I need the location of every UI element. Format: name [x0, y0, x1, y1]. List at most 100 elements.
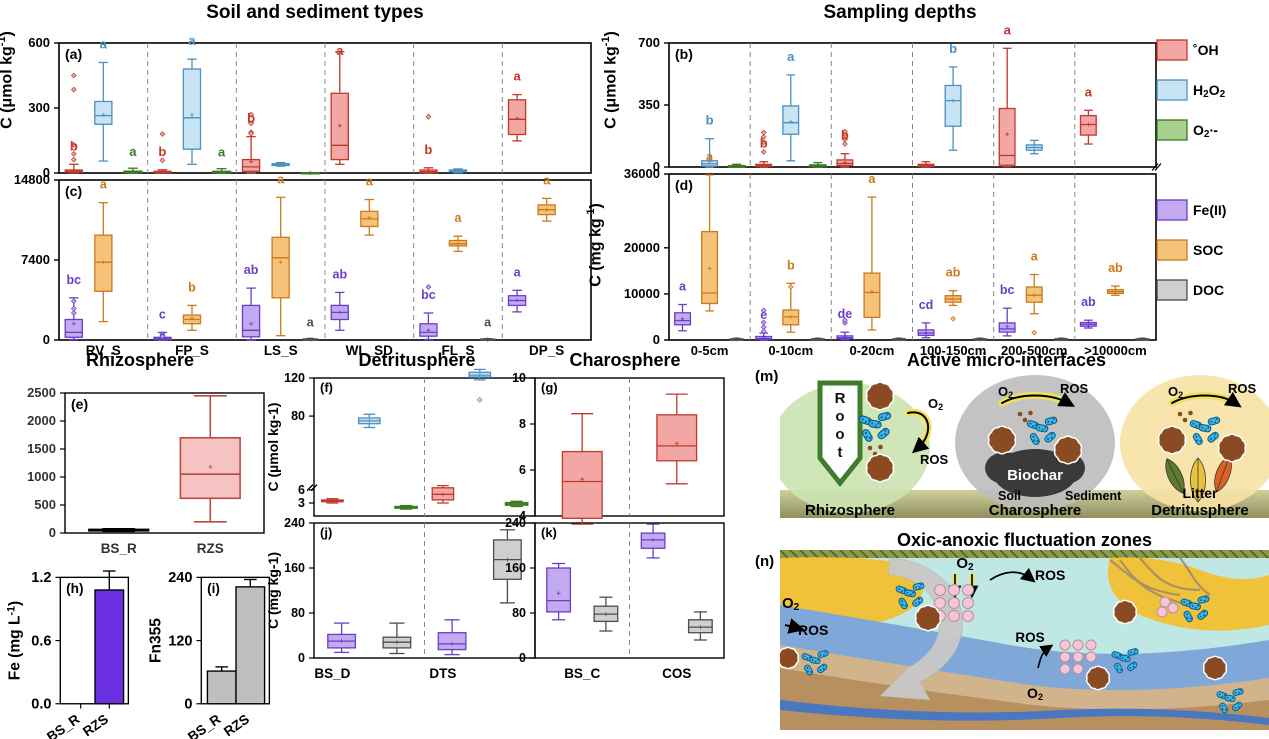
svg-text:Fn355: Fn355 [147, 618, 164, 663]
svg-text:80: 80 [512, 606, 526, 620]
svg-text:cd: cd [919, 298, 934, 312]
svg-text:0: 0 [49, 525, 56, 540]
svg-text:ROS: ROS [920, 452, 949, 467]
svg-text:a: a [1031, 250, 1039, 264]
svg-text:ab: ab [1108, 261, 1123, 275]
svg-text:6: 6 [519, 463, 526, 477]
svg-text:b: b [70, 138, 78, 153]
svg-text:(i): (i) [207, 581, 220, 596]
svg-text:(b): (b) [675, 46, 693, 62]
svg-text:BS_C: BS_C [564, 666, 600, 681]
svg-text:BS_R: BS_R [185, 711, 223, 739]
svg-text:Fe(II): Fe(II) [1193, 202, 1226, 218]
svg-text:0: 0 [519, 651, 526, 665]
svg-text:500: 500 [34, 497, 56, 512]
svg-text:ab: ab [1081, 295, 1096, 309]
svg-text:a: a [100, 37, 108, 52]
svg-text:6: 6 [298, 483, 305, 497]
svg-text:a: a [218, 145, 226, 160]
svg-text:b: b [706, 113, 714, 128]
svg-text:0: 0 [43, 332, 50, 347]
svg-text:(e): (e) [71, 396, 88, 412]
svg-text:SOC: SOC [1193, 242, 1223, 258]
svg-text:300: 300 [28, 100, 50, 115]
svg-text:ROS: ROS [798, 622, 828, 638]
svg-text:R: R [835, 390, 846, 407]
svg-text:a: a [706, 150, 714, 164]
svg-text:a: a [484, 316, 492, 330]
svg-text:Biochar: Biochar [1007, 467, 1063, 484]
svg-text:ROS: ROS [1228, 381, 1257, 396]
svg-text:Rhizosphere: Rhizosphere [805, 502, 895, 518]
svg-text:b: b [158, 144, 166, 159]
svg-text:1.2: 1.2 [31, 570, 51, 586]
svg-text:b: b [760, 136, 768, 151]
svg-text:a: a [1004, 22, 1012, 37]
svg-text:de: de [838, 307, 853, 321]
svg-text:0: 0 [184, 697, 192, 713]
svg-text:(k): (k) [541, 525, 557, 540]
svg-text:36000: 36000 [624, 166, 660, 181]
svg-text:COS: COS [662, 666, 691, 681]
svg-text:b: b [841, 128, 849, 143]
svg-text:160: 160 [505, 561, 526, 575]
svg-text:a: a [787, 49, 795, 64]
svg-text:ROS: ROS [1035, 567, 1065, 583]
svg-text:Sediment: Sediment [1065, 489, 1122, 503]
svg-text:Detritusphere: Detritusphere [1151, 502, 1249, 518]
svg-text:˚OH: ˚OH [1193, 42, 1219, 58]
svg-text:14800: 14800 [14, 172, 50, 187]
svg-text:BS_R: BS_R [44, 711, 82, 739]
svg-text:a: a [336, 43, 344, 58]
svg-text:80: 80 [291, 606, 305, 620]
svg-text:C (µmol kg-1): C (µmol kg-1) [265, 403, 281, 492]
svg-text:a: a [366, 175, 374, 189]
svg-text:a: a [100, 178, 108, 192]
svg-text:0: 0 [653, 332, 660, 347]
svg-text:1500: 1500 [27, 441, 56, 456]
svg-text:a: a [1085, 84, 1093, 99]
svg-text:a: a [514, 265, 522, 279]
svg-text:b: b [949, 41, 957, 56]
svg-text:a: a [277, 172, 285, 186]
svg-text:(h): (h) [66, 581, 83, 596]
svg-text:Litter: Litter [1183, 485, 1219, 501]
svg-text:(a): (a) [65, 46, 82, 62]
svg-text:DOC: DOC [1193, 282, 1224, 298]
svg-text:bc: bc [1000, 283, 1015, 297]
svg-text:b: b [247, 111, 255, 126]
svg-text:600: 600 [28, 35, 50, 50]
svg-text:160: 160 [284, 561, 305, 575]
svg-text:240: 240 [505, 516, 526, 530]
svg-text:20000: 20000 [624, 240, 660, 255]
svg-text:10: 10 [512, 371, 526, 385]
svg-text:2500: 2500 [27, 385, 56, 400]
svg-text:240: 240 [284, 516, 305, 530]
svg-text:ab: ab [244, 263, 259, 277]
svg-text:Fe (mg L-1): Fe (mg L-1) [6, 601, 24, 680]
svg-text:(f): (f) [320, 380, 333, 395]
svg-text:80: 80 [291, 409, 305, 423]
svg-text:a: a [307, 315, 315, 329]
svg-text:7400: 7400 [21, 252, 50, 267]
svg-text:O2∙-: O2∙- [1193, 122, 1218, 140]
svg-text:ROS: ROS [1060, 381, 1089, 396]
svg-text:0.0: 0.0 [31, 697, 51, 713]
svg-text:a: a [188, 33, 196, 48]
svg-text:ab: ab [333, 267, 348, 281]
svg-text:BS_D: BS_D [314, 666, 350, 681]
svg-text:RZS: RZS [221, 711, 252, 739]
svg-text:a: a [868, 172, 876, 186]
svg-text:e: e [760, 308, 767, 322]
svg-text:a: a [455, 211, 463, 225]
svg-text:(d): (d) [675, 177, 693, 193]
svg-text:3: 3 [298, 496, 305, 510]
svg-text:a: a [543, 173, 551, 187]
svg-text:o: o [835, 426, 844, 443]
svg-text:a: a [513, 69, 521, 84]
svg-text:2000: 2000 [27, 413, 56, 428]
svg-text:o: o [835, 408, 844, 425]
svg-text:240: 240 [168, 570, 192, 586]
svg-text:350: 350 [638, 97, 660, 112]
svg-text:RZS: RZS [80, 711, 111, 739]
